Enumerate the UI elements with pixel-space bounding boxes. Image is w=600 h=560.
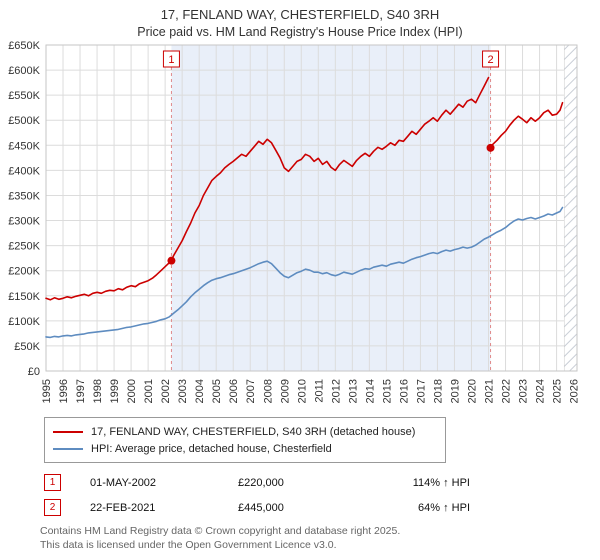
- svg-text:2026: 2026: [569, 379, 581, 403]
- svg-text:2003: 2003: [177, 379, 189, 403]
- series-hpi: [45, 206, 564, 339]
- svg-text:2004: 2004: [194, 379, 206, 403]
- svg-text:2016: 2016: [398, 379, 410, 403]
- footer-line-1: Contains HM Land Registry data © Crown c…: [40, 525, 401, 537]
- svg-text:2007: 2007: [245, 379, 257, 403]
- y-axis-labels: £0 £50K £100K £150K £200K £250K £300K £350K £400…: [8, 40, 40, 378]
- svg-text:2025: 2025: [552, 379, 564, 403]
- legend-label-hpi: HPI: Average price, detached house, Ches…: [91, 442, 332, 455]
- svg-text:£450K: £450K: [8, 140, 40, 152]
- sale-1-price: £220,000: [238, 476, 284, 489]
- sale-2-point: [486, 143, 495, 152]
- svg-text:2: 2: [487, 54, 493, 66]
- legend-row-hpi: HPI: Average price, detached house, Ches…: [53, 440, 437, 457]
- series-property-price: [45, 76, 564, 301]
- plot-frame: [45, 44, 578, 372]
- svg-text:2006: 2006: [228, 379, 240, 403]
- svg-text:2010: 2010: [296, 379, 308, 403]
- svg-text:2018: 2018: [432, 379, 444, 403]
- x-axis-labels: 1995 1996 1997 1998 1999 2000 2001 2002 2003 2004…: [41, 379, 581, 403]
- svg-text:2001: 2001: [143, 379, 155, 403]
- svg-text:2021: 2021: [484, 379, 496, 403]
- legend-row-property: 17, FENLAND WAY, CHESTERFIELD, S40 3RH (…: [53, 423, 437, 440]
- svg-text:2020: 2020: [466, 379, 478, 403]
- svg-text:2000: 2000: [126, 379, 138, 403]
- chart-subtitle: Price paid vs. HM Land Registry's House …: [137, 25, 463, 39]
- footer-line-2: This data is licensed under the Open Gov…: [40, 538, 337, 551]
- svg-text:2012: 2012: [330, 379, 342, 403]
- svg-text:2019: 2019: [449, 379, 461, 403]
- svg-text:2013: 2013: [347, 379, 359, 403]
- price-chart[interactable]: £0 £50K £100K £150K £200K £250K £300K £350K £400…: [0, 39, 600, 409]
- sale-1-number-box: 1: [44, 474, 61, 491]
- svg-text:£600K: £600K: [8, 65, 40, 77]
- sale-row-2: 2 22-FEB-2021 £445,000 64% ↑ HPI: [44, 499, 600, 516]
- marker-label-1: 1: [162, 50, 180, 68]
- svg-text:2005: 2005: [211, 379, 223, 403]
- sale-1-point: [167, 256, 176, 265]
- svg-text:£150K: £150K: [8, 291, 40, 303]
- svg-text:2009: 2009: [279, 379, 291, 403]
- svg-text:£400K: £400K: [8, 165, 40, 177]
- svg-text:£50K: £50K: [14, 341, 40, 353]
- shaded-ownership-period: [171, 45, 491, 371]
- sale-2-number-box: 2: [44, 499, 61, 516]
- sale-annotations: 1 01-MAY-2002 £220,000 114% ↑ HPI 2 22-F…: [44, 474, 600, 516]
- legend-label-property: 17, FENLAND WAY, CHESTERFIELD, S40 3RH (…: [91, 425, 416, 438]
- sale-2-date: 22-FEB-2021: [90, 501, 156, 514]
- svg-text:£500K: £500K: [8, 115, 40, 127]
- sale-1-date: 01-MAY-2002: [90, 476, 157, 489]
- sale-row-1: 1 01-MAY-2002 £220,000 114% ↑ HPI: [44, 474, 600, 491]
- marker-label-2: 2: [482, 50, 500, 68]
- svg-text:2015: 2015: [381, 379, 393, 403]
- svg-text:1996: 1996: [58, 379, 70, 403]
- hatched-future-region: [563, 44, 578, 372]
- svg-text:1997: 1997: [75, 379, 87, 403]
- legend-swatch-property-line: [53, 430, 83, 433]
- sale-2-hpi-change: 64% ↑ HPI: [418, 501, 470, 514]
- svg-text:2024: 2024: [535, 379, 547, 403]
- svg-text:1: 1: [168, 54, 174, 66]
- svg-text:£200K: £200K: [8, 266, 40, 278]
- legend: 17, FENLAND WAY, CHESTERFIELD, S40 3RH (…: [44, 417, 446, 463]
- legend-swatch-hpi-line: [53, 447, 83, 450]
- svg-text:2017: 2017: [415, 379, 427, 403]
- svg-text:2008: 2008: [262, 379, 274, 403]
- svg-text:£300K: £300K: [8, 216, 40, 228]
- svg-text:1998: 1998: [92, 379, 104, 403]
- sale-1-hpi-change: 114% ↑ HPI: [412, 476, 470, 489]
- svg-text:1995: 1995: [41, 379, 53, 403]
- chart-title: 17, FENLAND WAY, CHESTERFIELD, S40 3RH: [160, 7, 440, 22]
- svg-text:2022: 2022: [501, 379, 513, 403]
- svg-text:2011: 2011: [313, 379, 325, 403]
- svg-text:£350K: £350K: [8, 190, 40, 202]
- svg-text:£550K: £550K: [8, 90, 40, 102]
- copyright-footer: Contains HM Land Registry data © Crown c…: [40, 525, 600, 552]
- svg-text:2002: 2002: [160, 379, 172, 403]
- svg-text:2023: 2023: [518, 379, 530, 403]
- svg-text:£0: £0: [28, 366, 40, 378]
- svg-text:1999: 1999: [109, 379, 121, 403]
- svg-text:£250K: £250K: [8, 241, 40, 253]
- svg-text:2014: 2014: [364, 379, 376, 403]
- svg-text:£650K: £650K: [8, 40, 40, 52]
- svg-text:£100K: £100K: [8, 316, 40, 328]
- sale-2-price: £445,000: [238, 501, 284, 514]
